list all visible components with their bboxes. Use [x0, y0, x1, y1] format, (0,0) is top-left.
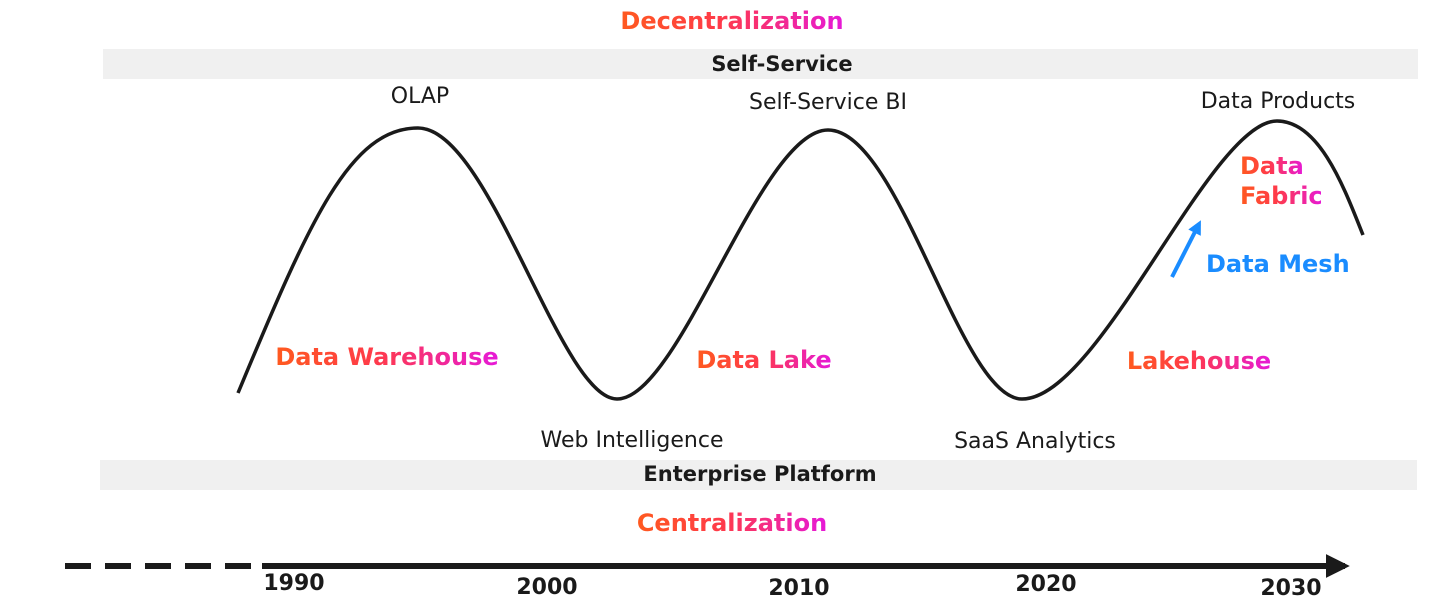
bottom-label: Centralization — [637, 509, 827, 537]
year-label: 1990 — [263, 571, 324, 596]
data-mesh-label: Data Mesh — [1206, 250, 1350, 278]
bottom-band-label: Enterprise Platform — [643, 462, 876, 486]
bottom-band — [100, 460, 1417, 490]
year-label: 2000 — [516, 575, 577, 600]
top-band-label: Self-Service — [711, 52, 852, 76]
era-label: Data Lake — [696, 346, 831, 374]
mesh-arrow — [1170, 220, 1201, 278]
year-label: 2010 — [768, 576, 829, 600]
data-fabric-label: Fabric — [1240, 182, 1323, 210]
trough-label: Web Intelligence — [541, 428, 724, 453]
peak-label: OLAP — [391, 84, 449, 109]
year-label: 2020 — [1015, 572, 1076, 597]
era-label: Data Warehouse — [275, 343, 498, 371]
trough-label: SaaS Analytics — [954, 429, 1116, 454]
peak-label: Self-Service BI — [749, 90, 907, 115]
wave-curve — [236, 119, 1365, 401]
data-fabric-label: Data — [1240, 152, 1304, 180]
year-label: 2030 — [1260, 576, 1321, 600]
top-label: Decentralization — [620, 7, 843, 35]
top-band — [103, 49, 1418, 79]
era-label: Lakehouse — [1127, 347, 1271, 375]
peak-label: Data Products — [1201, 89, 1356, 114]
